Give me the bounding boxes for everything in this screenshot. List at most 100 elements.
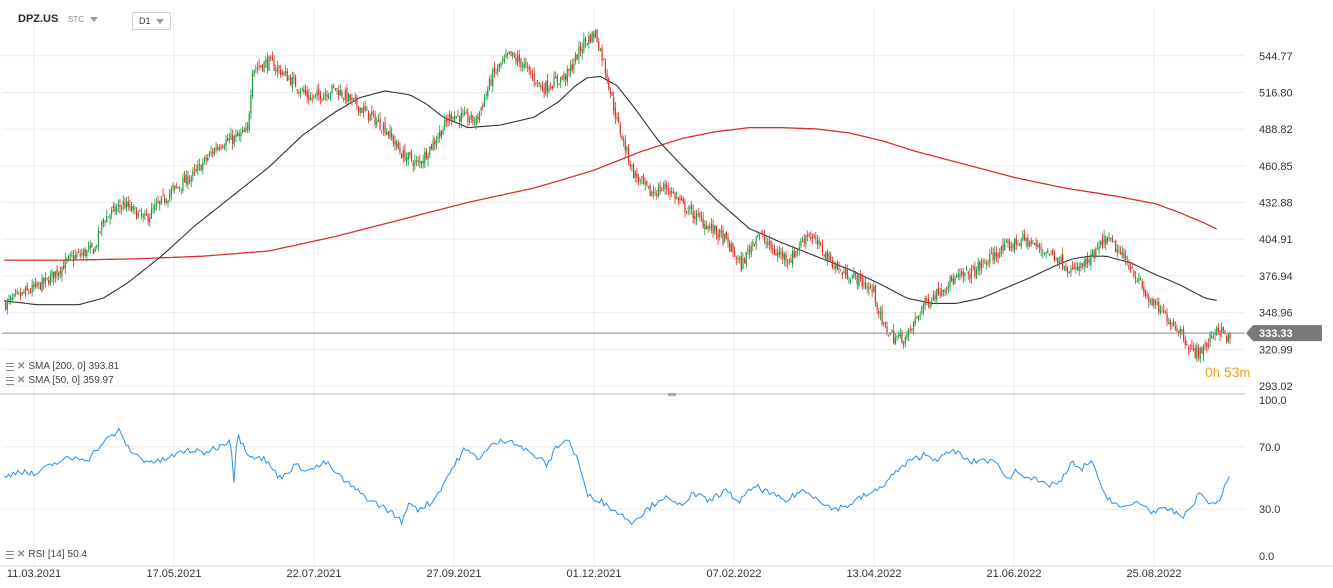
candle-body (901, 331, 903, 343)
close-icon[interactable]: ✕ (17, 361, 26, 372)
candle-body (903, 342, 905, 346)
symbol-label[interactable]: DPZ.US (18, 13, 59, 25)
candle-body (298, 92, 300, 94)
candle-body (225, 140, 227, 146)
candle-body (1105, 238, 1107, 245)
candle-body (439, 130, 441, 138)
candle-body (1113, 241, 1115, 243)
candle-body (306, 90, 308, 98)
candle-body (535, 83, 537, 85)
candle-body (531, 75, 534, 77)
candle-body (568, 68, 570, 71)
legend-sma200[interactable]: ✕ SMA [200, 0] 393.81 (6, 361, 119, 372)
candle-body (558, 83, 560, 85)
settings-lines-icon[interactable] (6, 362, 14, 371)
candle-body (700, 217, 703, 219)
candle-body (81, 253, 83, 256)
settings-lines-icon[interactable] (6, 550, 14, 559)
candle-body (629, 163, 631, 167)
candle-body (538, 82, 540, 85)
candle-body (205, 157, 207, 160)
candle-body (893, 330, 895, 344)
candle-body (64, 258, 66, 268)
candle-body (296, 89, 298, 91)
candle-body (515, 57, 517, 62)
candle-body (169, 193, 171, 199)
candle-body (546, 80, 549, 92)
candle-body (502, 59, 504, 61)
candle-body (835, 264, 837, 269)
candle-body (888, 334, 890, 336)
candle-body (760, 233, 762, 235)
candle-body (435, 140, 438, 147)
candle-body (369, 113, 371, 122)
candle-body (162, 194, 164, 196)
legend-rsi[interactable]: ✕ RSI [14] 50.4 (6, 549, 87, 560)
candle-body (510, 50, 512, 56)
candle-body (785, 255, 787, 261)
candle-body (91, 242, 93, 248)
instrument-type[interactable]: STC (68, 10, 98, 28)
candle-body (1043, 252, 1046, 254)
candle-body (112, 206, 114, 209)
candle-body (838, 267, 840, 269)
candle-body (1111, 237, 1113, 243)
candle-body (656, 194, 658, 196)
candle-body (165, 200, 167, 203)
candle-body (843, 272, 845, 274)
candle-body (460, 113, 462, 122)
candle-body (164, 197, 166, 203)
candle-body (51, 271, 53, 277)
candle-body (87, 247, 90, 249)
candle-body (516, 56, 519, 64)
candle-body (1002, 243, 1004, 251)
candle-body (586, 43, 588, 45)
candle-body (570, 65, 572, 72)
settings-lines-icon[interactable] (6, 376, 14, 385)
close-icon[interactable]: ✕ (17, 375, 26, 386)
candle-body (641, 177, 643, 179)
candle-body (1159, 309, 1162, 314)
candle-body (553, 77, 555, 89)
candle-body (818, 240, 820, 245)
candle-body (1222, 327, 1224, 331)
candle-body (79, 253, 81, 256)
candle-body (671, 191, 673, 193)
candle-body (286, 71, 288, 82)
legend-sma50[interactable]: ✕ SMA [50, 0] 359.97 (6, 375, 114, 386)
candle-body (21, 291, 23, 295)
candle-body (916, 316, 918, 318)
candle-body (430, 144, 433, 149)
candle-body (303, 89, 305, 92)
candle-body (722, 230, 724, 244)
candle-body (623, 139, 625, 142)
candle-body (442, 129, 444, 136)
candle-body (1040, 246, 1042, 250)
candle-body (1009, 242, 1011, 251)
candle-body (473, 122, 476, 124)
candle-body (704, 223, 706, 230)
candle-body (386, 132, 388, 135)
candle-body (432, 141, 434, 151)
candle-body (898, 334, 900, 336)
candle-body (788, 260, 790, 262)
candle-body (1191, 345, 1193, 348)
candle-body (339, 90, 341, 96)
close-icon[interactable]: ✕ (17, 549, 26, 560)
candle-body (99, 231, 101, 233)
candle-body (144, 214, 146, 216)
candle-body (382, 124, 384, 131)
sma200-line (4, 126, 1217, 261)
candle-body (999, 252, 1001, 257)
candle-body (304, 89, 307, 94)
candle-body (1164, 312, 1166, 314)
candle-body (19, 293, 22, 297)
candle-body (24, 288, 27, 296)
candle-body (66, 258, 68, 260)
timeframe-select[interactable]: D1 (132, 12, 171, 30)
candle-body (104, 221, 106, 223)
candle-body (806, 234, 809, 236)
candle-body (1163, 310, 1165, 313)
candle-body (525, 62, 527, 65)
candle-body (351, 97, 353, 100)
